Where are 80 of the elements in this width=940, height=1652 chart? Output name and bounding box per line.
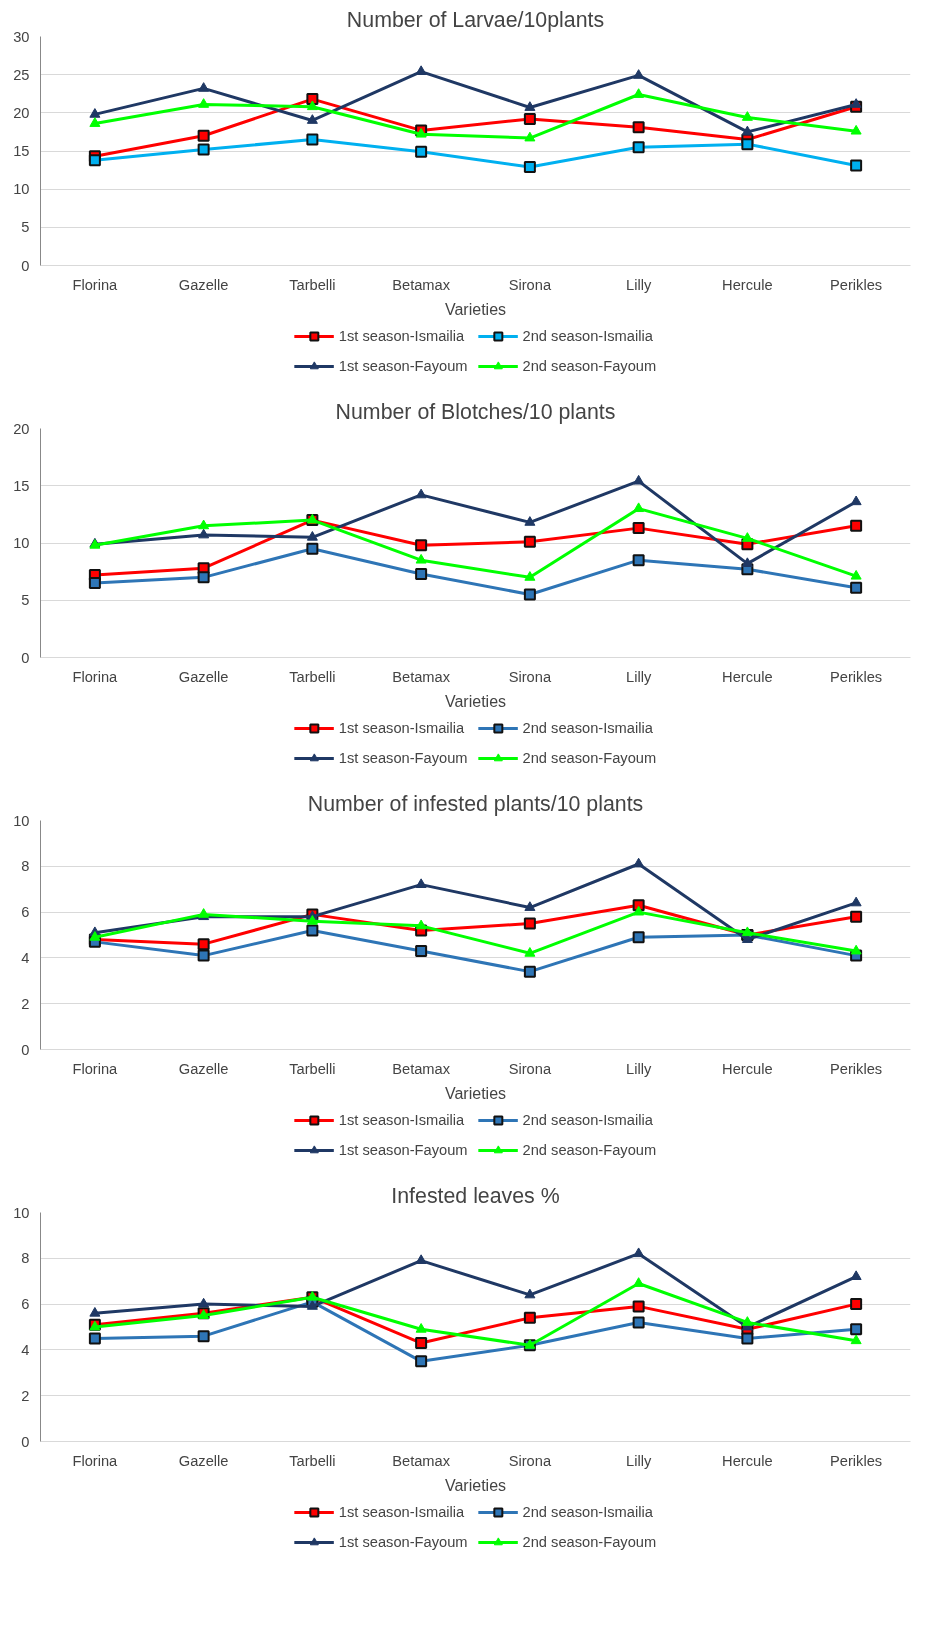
legend-label: 1st season-Fayoum [338, 750, 468, 766]
x-tick-label: Hercule [722, 276, 773, 293]
y-tick-label: 25 [13, 66, 30, 83]
y-tick-label: 8 [21, 858, 30, 875]
legend-label: 1st season-Fayoum [338, 1534, 468, 1550]
x-tick-label: Tarbelli [289, 668, 336, 685]
y-tick-label: 20 [13, 104, 30, 121]
y-tick-label: 5 [21, 592, 30, 609]
x-tick-label: Perikles [830, 1452, 883, 1469]
x-tick-label: Betamax [392, 1452, 451, 1469]
y-tick-label: 6 [21, 1296, 30, 1313]
x-tick-label: Lilly [626, 1060, 652, 1077]
y-tick-label: 2 [21, 995, 30, 1012]
x-tick-label: Betamax [392, 1060, 451, 1077]
y-tick-label: 8 [21, 1250, 30, 1267]
legend-label: 2nd season-Fayoum [522, 750, 657, 766]
y-tick-label: 0 [21, 257, 30, 274]
chart-title: Infested leaves % [391, 1183, 560, 1208]
x-tick-label: Sirona [508, 1452, 552, 1469]
x-tick-label: Perikles [830, 276, 883, 293]
x-tick-label: Sirona [508, 276, 552, 293]
y-tick-label: 10 [13, 812, 30, 829]
chart-title: Number of Larvae/10plants [346, 7, 605, 32]
x-tick-label: Tarbelli [289, 1452, 336, 1469]
legend-label: 2nd season-Fayoum [522, 1142, 657, 1158]
x-tick-label: Florina [72, 276, 119, 293]
legend-label: 1st season-Ismailia [338, 1504, 465, 1520]
y-tick-label: 30 [13, 28, 30, 45]
x-tick-label: Hercule [722, 668, 773, 685]
legend-label: 1st season-Ismailia [338, 1112, 465, 1128]
legend-label: 1st season-Fayoum [338, 1142, 468, 1158]
x-tick-label: Lilly [626, 276, 652, 293]
legend-label: 2nd season-Ismailia [522, 1112, 653, 1128]
y-tick-label: 10 [13, 181, 30, 198]
y-tick-label: 2 [21, 1387, 30, 1404]
x-tick-label: Lilly [626, 668, 652, 685]
legend-label: 2nd season-Ismailia [522, 328, 653, 344]
x-axis-title: Varieties [444, 1084, 507, 1102]
x-tick-label: Gazelle [178, 1060, 229, 1077]
x-axis-title: Varieties [444, 692, 507, 710]
x-tick-label: Sirona [508, 1060, 552, 1077]
y-tick-label: 0 [21, 1041, 30, 1058]
y-tick-label: 4 [21, 949, 30, 966]
y-tick-label: 0 [21, 649, 30, 666]
y-tick-label: 4 [21, 1341, 30, 1358]
x-tick-label: Lilly [626, 1452, 652, 1469]
x-tick-label: Perikles [830, 1060, 883, 1077]
x-tick-label: Perikles [830, 668, 883, 685]
x-tick-label: Hercule [722, 1060, 773, 1077]
x-tick-label: Gazelle [178, 668, 229, 685]
x-tick-label: Gazelle [178, 276, 229, 293]
y-tick-label: 15 [13, 143, 30, 159]
y-tick-label: 6 [21, 904, 30, 921]
x-tick-label: Florina [72, 668, 119, 685]
y-tick-label: 0 [21, 1433, 30, 1450]
y-tick-label: 5 [21, 219, 30, 236]
x-tick-label: Tarbelli [289, 276, 336, 293]
legend-label: 1st season-Ismailia [338, 720, 465, 736]
y-tick-label: 15 [13, 477, 30, 494]
x-axis-title: Varieties [444, 1476, 507, 1494]
x-tick-label: Gazelle [178, 1452, 229, 1469]
x-tick-label: Betamax [392, 668, 451, 685]
x-tick-label: Florina [72, 1060, 119, 1077]
x-tick-label: Tarbelli [289, 1060, 336, 1077]
legend-label: 2nd season-Fayoum [522, 358, 657, 374]
legend-label: 2nd season-Ismailia [522, 1504, 653, 1520]
y-tick-label: 20 [13, 420, 30, 437]
chart-title: Number of Blotches/10 plants [335, 399, 616, 424]
x-tick-label: Sirona [508, 668, 552, 685]
x-tick-label: Betamax [392, 276, 451, 293]
legend-label: 1st season-Fayoum [338, 358, 468, 374]
legend-label: 2nd season-Ismailia [522, 720, 653, 736]
legend-label: 2nd season-Fayoum [522, 1534, 657, 1550]
chart-title: Number of infested plants/10 plants [307, 791, 644, 816]
x-tick-label: Florina [72, 1452, 119, 1469]
x-axis-title: Varieties [444, 300, 507, 318]
y-tick-label: 10 [13, 535, 30, 551]
x-tick-label: Hercule [722, 1452, 773, 1469]
y-tick-label: 10 [13, 1204, 30, 1221]
legend-label: 1st season-Ismailia [338, 328, 465, 344]
